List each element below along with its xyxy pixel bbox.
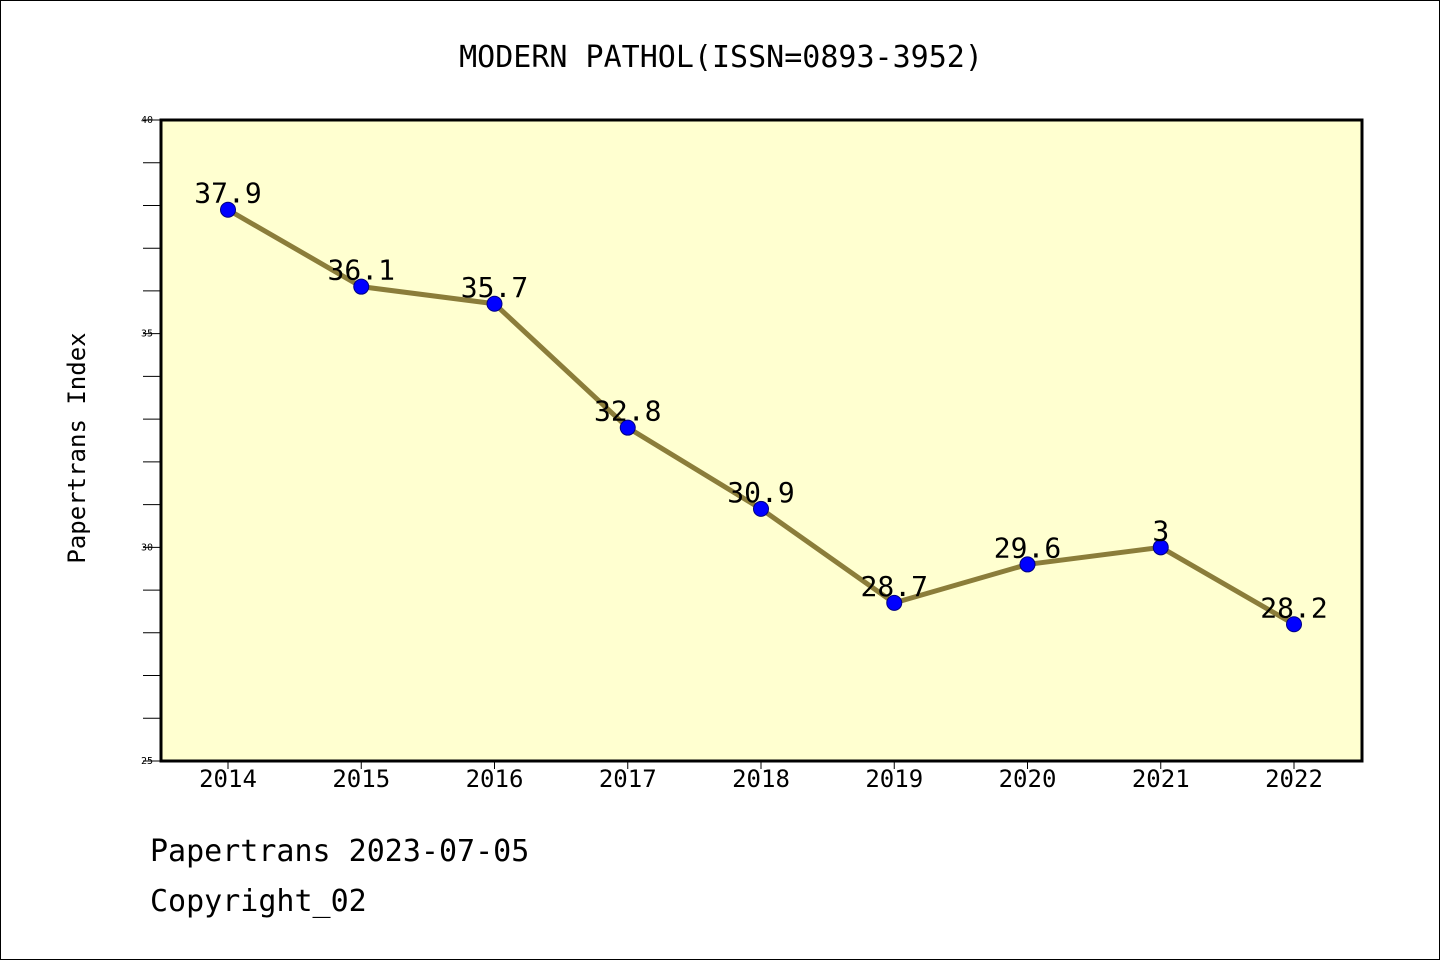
y-tick-label: 35 [141,329,153,340]
x-tick-label: 2018 [732,765,790,793]
data-label: 29.6 [994,531,1061,564]
data-labels: 37.9 36.1 35.7 32.8 30.9 28.7 29.6 3 28.2 [194,177,1327,625]
data-point [753,500,769,517]
x-tick-label: 2016 [466,765,524,793]
x-tick-label: 2021 [1132,765,1190,793]
footer-copyright: Copyright_02 [150,884,367,919]
chart-title: MODERN PATHOL(ISSN=0893-3952) [459,40,983,75]
data-label: 28.2 [1260,591,1327,624]
data-point [353,278,370,295]
x-tick-label: 2014 [199,765,257,793]
data-point [486,295,503,312]
data-point [619,419,636,436]
data-label: 28.7 [861,570,928,603]
footer-date: Papertrans 2023-07-05 [150,834,530,869]
y-tick-label: 25 [141,756,153,767]
data-label: 32.8 [594,395,661,428]
data-label: 30.9 [727,476,794,509]
data-point [220,201,236,218]
data-label: 3 [1152,514,1169,547]
y-tick-label: 40 [141,115,153,126]
x-tick-label: 2017 [599,765,657,793]
plot-area [159,118,1364,763]
x-tick-label: 2020 [999,765,1057,793]
y-axis: 25 30 35 40 [141,115,161,767]
data-label: 36.1 [328,254,395,287]
data-markers [220,201,1302,633]
data-point [1019,556,1036,573]
data-point [1286,616,1302,633]
x-tick-label: 2015 [332,765,390,793]
x-tick-label: 2019 [865,765,923,793]
y-tick-label: 30 [141,542,153,553]
data-point [886,594,903,611]
data-point [1152,539,1169,556]
data-label: 37.9 [194,177,261,210]
y-axis-label: Papertrans Index [63,332,91,563]
x-axis: 2014 2015 2016 2017 2018 2019 2020 2021 2022 [199,761,1323,793]
x-tick-label: 2022 [1265,765,1323,793]
data-label: 35.7 [461,271,528,304]
